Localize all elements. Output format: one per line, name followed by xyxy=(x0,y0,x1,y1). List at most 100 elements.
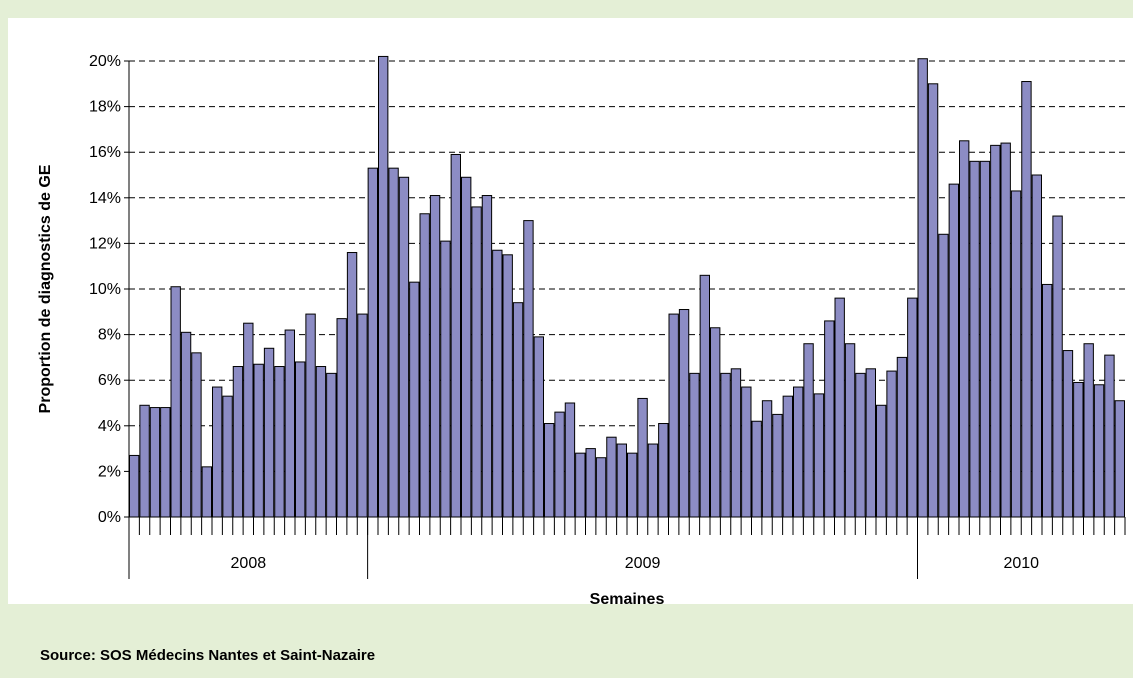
bar xyxy=(409,281,420,518)
y-tick-label: 20% xyxy=(89,53,121,70)
bar xyxy=(243,322,254,518)
bar xyxy=(232,366,244,518)
bar xyxy=(1073,381,1084,518)
year-label: 2010 xyxy=(1003,555,1039,572)
bar xyxy=(658,423,669,518)
bar xyxy=(595,457,607,518)
bars xyxy=(129,55,1125,518)
bar xyxy=(1083,343,1094,518)
bar xyxy=(990,144,1001,518)
bar xyxy=(336,318,347,518)
bar xyxy=(1052,215,1063,518)
bar xyxy=(627,452,638,518)
bar xyxy=(253,363,264,518)
bar xyxy=(263,347,275,518)
bar xyxy=(295,361,306,518)
bar xyxy=(1104,354,1115,518)
bar xyxy=(668,313,679,518)
bar xyxy=(512,302,524,518)
y-axis-title: Proportion de diagnostics de GE xyxy=(37,164,54,413)
bar xyxy=(139,404,150,518)
bar xyxy=(720,372,731,518)
bar xyxy=(191,352,202,518)
bar xyxy=(1000,142,1011,518)
bar xyxy=(689,372,700,518)
bar xyxy=(886,370,897,518)
y-tick-labels: 0% 2% 4% 6% 8% 10% 12% 14% 16% 18% 20% xyxy=(89,53,121,526)
bar xyxy=(305,313,316,518)
bar xyxy=(388,167,399,518)
bar xyxy=(1031,174,1042,518)
year-labels: 2008 2009 2010 xyxy=(231,555,1040,572)
bar xyxy=(678,309,690,518)
x-axis-title: Semaines xyxy=(590,591,665,604)
y-tick-label: 2% xyxy=(98,463,121,480)
bar xyxy=(398,176,410,518)
bar xyxy=(1114,400,1125,518)
bar xyxy=(772,413,783,518)
bar xyxy=(429,195,441,518)
bar xyxy=(170,286,181,518)
bar xyxy=(834,297,845,518)
bar xyxy=(1021,81,1032,518)
bar xyxy=(284,329,295,518)
bar xyxy=(440,240,451,518)
bar xyxy=(1062,350,1074,518)
bar xyxy=(450,153,461,518)
year-label: 2008 xyxy=(231,555,267,572)
bar xyxy=(502,254,513,518)
bar xyxy=(523,220,534,518)
bar xyxy=(813,393,825,518)
bar xyxy=(865,368,876,518)
bar xyxy=(201,466,212,518)
bar xyxy=(533,336,544,518)
bar xyxy=(896,356,908,518)
y-tick-label: 4% xyxy=(98,418,121,435)
bar xyxy=(938,233,949,518)
bar xyxy=(907,297,918,518)
bar xyxy=(180,331,192,518)
bar xyxy=(855,372,866,518)
bar xyxy=(1093,384,1105,518)
y-tick-label: 16% xyxy=(89,144,121,161)
bar xyxy=(616,443,627,518)
bar xyxy=(637,397,648,518)
bar xyxy=(1010,190,1022,518)
bar xyxy=(461,176,472,518)
bar xyxy=(149,407,161,518)
bar xyxy=(979,160,991,518)
y-tick-label: 8% xyxy=(98,327,121,344)
bar xyxy=(212,386,223,518)
bar xyxy=(367,167,378,518)
bar xyxy=(544,423,555,518)
y-tick-label: 14% xyxy=(89,190,121,207)
bar xyxy=(917,58,928,518)
bar xyxy=(554,411,565,518)
bar xyxy=(274,366,285,518)
bar xyxy=(730,368,742,518)
bar xyxy=(793,386,804,518)
bar xyxy=(844,343,856,518)
bar xyxy=(824,320,835,518)
chart-panel: 0% 2% 4% 6% 8% 10% 12% 14% 16% 18% 20% 2008 2009 201… xyxy=(8,18,1133,604)
bar xyxy=(575,452,586,518)
bar xyxy=(419,213,430,518)
y-tick-label: 0% xyxy=(98,509,121,526)
bar xyxy=(481,195,493,518)
bar xyxy=(699,274,710,518)
bar xyxy=(606,436,617,518)
bar xyxy=(564,402,576,518)
source-note: Source: SOS Médecins Nantes et Saint-Naz… xyxy=(40,647,376,664)
y-tick-label: 12% xyxy=(89,235,121,252)
bar xyxy=(710,327,721,518)
year-label: 2009 xyxy=(625,555,661,572)
bar xyxy=(222,395,233,518)
bar xyxy=(948,183,959,518)
bar xyxy=(876,404,887,518)
y-tick-label: 10% xyxy=(89,281,121,298)
bar xyxy=(471,206,482,518)
y-tick-label: 18% xyxy=(89,99,121,116)
bar xyxy=(959,140,970,518)
bar xyxy=(1042,283,1053,518)
bar xyxy=(346,252,358,518)
